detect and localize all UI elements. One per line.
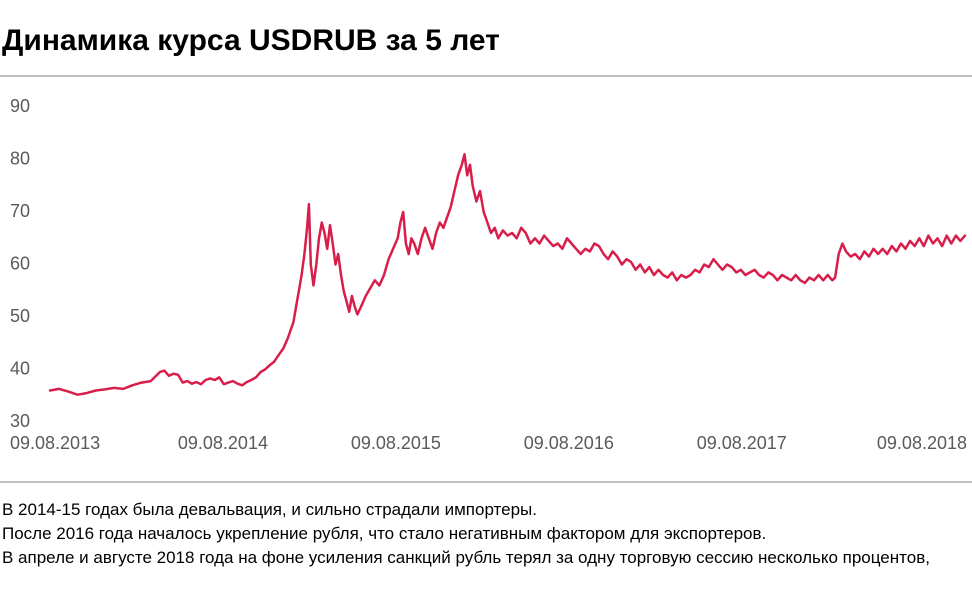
caption-line: В 2014-15 годах была девальвация, и силь… — [2, 499, 968, 521]
caption-line: После 2016 года началось укрепление рубл… — [2, 523, 968, 545]
chart-area: 30 40 50 60 70 80 90 09.08.2013 09.08.2014 09.08… — [0, 75, 972, 483]
y-tick-label: 70 — [10, 201, 30, 221]
x-tick-label: 09.08.2015 — [351, 433, 441, 453]
y-tick-label: 90 — [10, 96, 30, 116]
y-tick-label: 40 — [10, 358, 30, 378]
usdrub-chart-card: Динамика курса USDRUB за 5 лет 30 40 50 60 7… — [0, 0, 972, 610]
y-tick-label: 60 — [10, 253, 30, 273]
y-tick-label: 80 — [10, 148, 30, 168]
x-tick-label: 09.08.2013 — [10, 433, 100, 453]
y-tick-label: 30 — [10, 411, 30, 431]
x-tick-label: 09.08.2017 — [697, 433, 787, 453]
y-tick-label: 50 — [10, 306, 30, 326]
chart-title: Динамика курса USDRUB за 5 лет — [0, 0, 972, 75]
chart-caption: В 2014-15 годах была девальвация, и силь… — [0, 483, 972, 569]
x-tick-label: 09.08.2014 — [178, 433, 268, 453]
x-tick-label: 09.08.2016 — [524, 433, 614, 453]
x-tick-label: 09.08.2018 — [877, 433, 967, 453]
usdrub-series-line — [50, 154, 965, 394]
line-chart-svg: 30 40 50 60 70 80 90 09.08.2013 09.08.2014 09.08… — [0, 77, 972, 485]
caption-line: В апреле и августе 2018 года на фоне уси… — [2, 547, 968, 569]
